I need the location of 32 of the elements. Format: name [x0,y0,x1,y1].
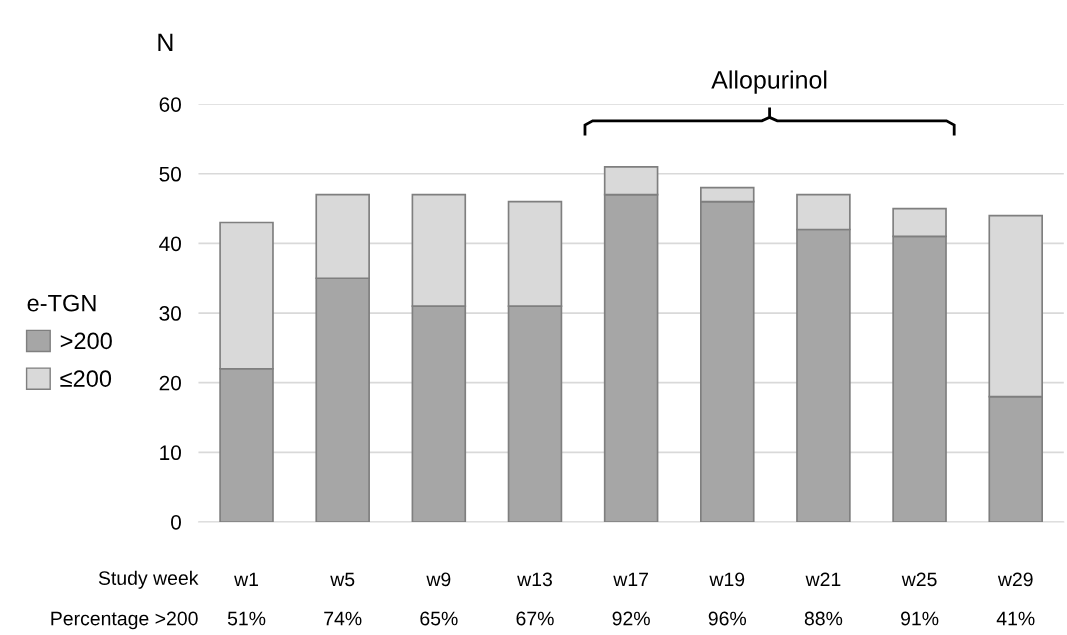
text: 51% [227,611,266,626]
text: 65% [420,611,458,626]
y-tick-label: 60 [159,97,181,112]
x-tick-label: w17 [613,572,648,587]
y-tick-label: 10 [160,445,181,461]
text: 92% [612,611,650,626]
x-tick-label: w19 [709,572,745,587]
x-tick-label: w25 [901,572,937,587]
y-tick-label: 50 [159,166,181,182]
legend-label: >200 [60,332,112,350]
x-tick-label: w9 [426,572,451,587]
legend-title: e-TGN [27,294,96,312]
text: 91% [901,611,939,626]
y-tick-label: 40 [159,236,181,252]
text: 96% [708,611,747,626]
x-tick-label: w21 [805,572,841,587]
text: Percentage >200 [51,611,198,630]
y-tick-label: 0 [171,514,181,530]
legend-label: ≤200 [60,370,112,387]
y-tick-label: 30 [159,306,181,321]
text: 67% [516,611,554,626]
text: Allopurinol [711,70,827,94]
x-tick-label: w1 [234,572,259,587]
y-tick-label: 20 [159,375,181,391]
x-tick-label: w5 [330,572,355,587]
text: 88% [804,611,843,626]
text: 41% [996,611,1035,626]
x-tick-label: w29 [997,572,1033,587]
text: Study week [98,570,199,589]
x-tick-label: w13 [517,572,552,587]
y-axis-title: N [158,33,173,51]
text: 74% [324,611,362,626]
